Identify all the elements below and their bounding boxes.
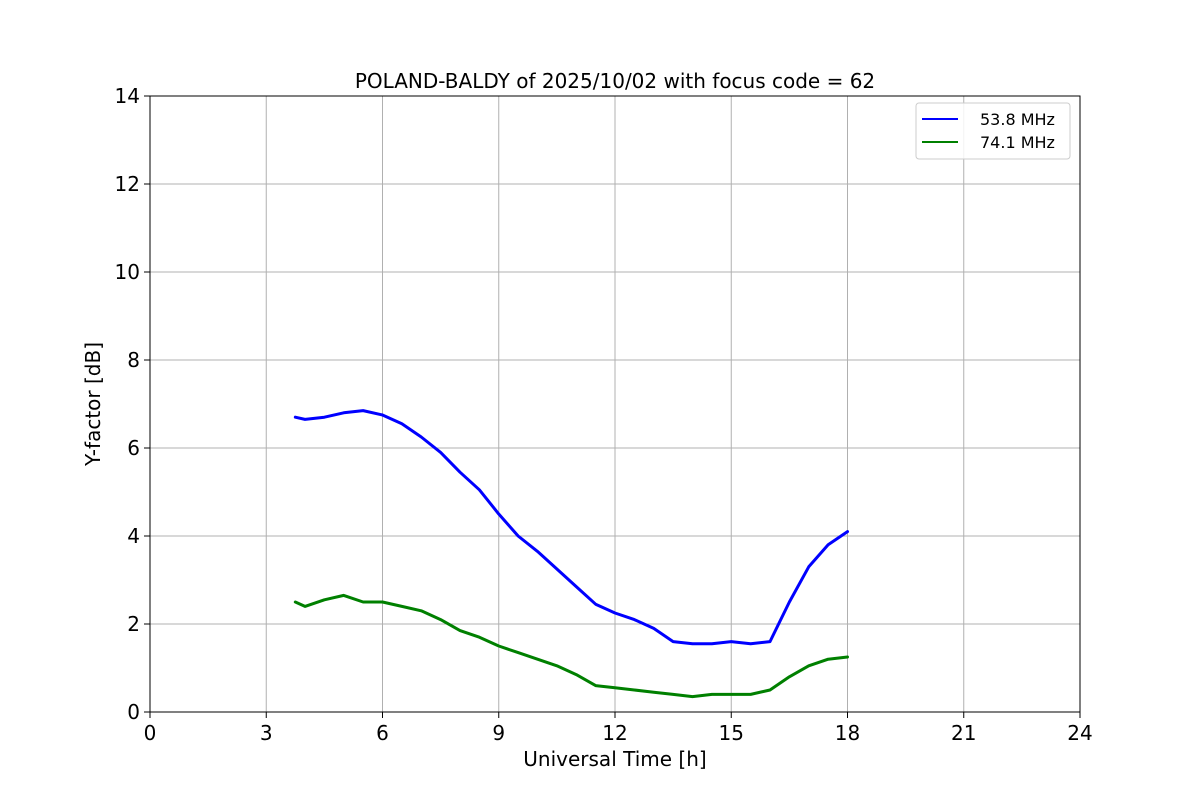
x-tick-label: 18 <box>835 721 860 745</box>
x-axis-label: Universal Time [h] <box>523 747 706 771</box>
x-tick-label: 9 <box>492 721 505 745</box>
x-tick-label: 6 <box>376 721 389 745</box>
x-tick-label: 0 <box>144 721 157 745</box>
y-tick-label: 6 <box>127 436 140 460</box>
series-layer <box>293 409 849 699</box>
series-line-0 <box>293 409 849 646</box>
x-tick-label: 15 <box>719 721 744 745</box>
y-tick-label: 4 <box>127 524 140 548</box>
y-tick-label: 0 <box>127 700 140 724</box>
legend-label-1: 74.1 MHz <box>980 133 1055 152</box>
x-tick-label: 12 <box>602 721 627 745</box>
y-tick-label: 12 <box>115 172 140 196</box>
y-tick-label: 2 <box>127 612 140 636</box>
y-tick-label: 14 <box>115 84 140 108</box>
x-tick-label: 3 <box>260 721 273 745</box>
x-tick-label: 24 <box>1067 721 1092 745</box>
legend-label-0: 53.8 MHz <box>980 110 1055 129</box>
x-tick-label: 21 <box>951 721 976 745</box>
series-line-1 <box>293 593 849 699</box>
legend: 53.8 MHz 74.1 MHz <box>915 102 1071 160</box>
y-tick-label: 8 <box>127 348 140 372</box>
chart-title: POLAND-BALDY of 2025/10/02 with focus co… <box>355 69 875 93</box>
y-tick-label: 10 <box>115 260 140 284</box>
legend-box <box>915 102 1071 160</box>
y-axis-label: Y-factor [dB] <box>81 342 105 467</box>
